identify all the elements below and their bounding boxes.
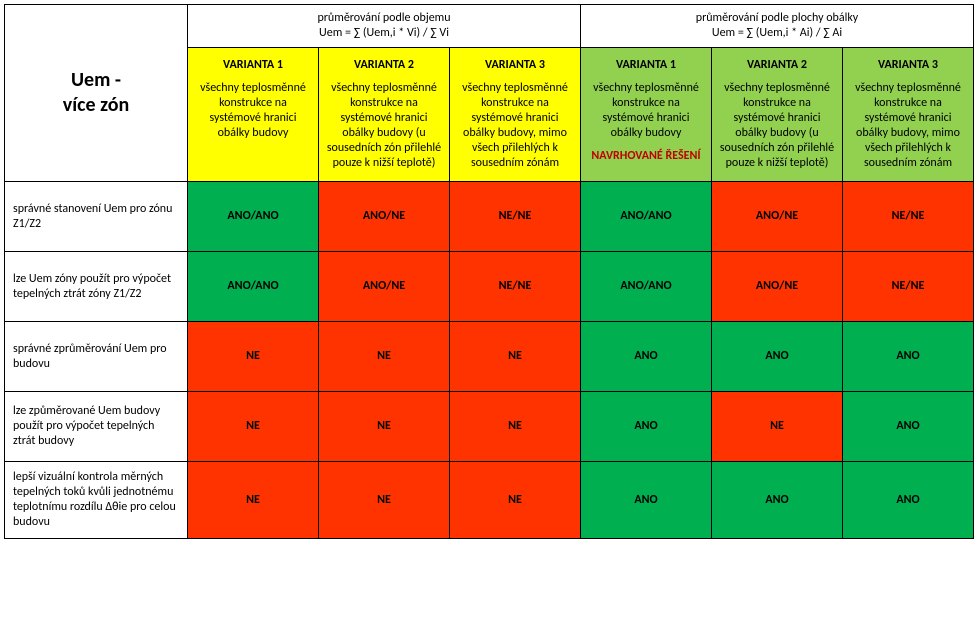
value-cell: NE/NE [450, 252, 581, 322]
group-title-line2: Uem = ∑ (Uem,i * Ai) / ∑ Ai [712, 26, 842, 40]
variant-header: VARIANTA 2 všechny teplosměnné konstrukce… [319, 48, 450, 182]
value-cell: ANO/NE [712, 252, 843, 322]
variant-title: VARIANTA 2 [325, 58, 443, 73]
table-row: lze Uem zóny použít pro výpočet tepelnýc… [5, 252, 974, 322]
value-cell: ANO [712, 462, 843, 539]
value-cell: ANO [581, 462, 712, 539]
row-label: správné zprůměrování Uem pro budovu [5, 322, 188, 392]
value-cell: NE [188, 322, 319, 392]
variant-desc: všechny teplosměnné konstrukce na systém… [456, 81, 574, 171]
variant-desc: všechny teplosměnné konstrukce na systém… [194, 81, 312, 141]
group-title-line2: Uem = ∑ (Uem,i * Vi) / ∑ Vi [319, 26, 449, 40]
group-header: průměrování podle plochy obálkyUem = ∑ (… [581, 5, 974, 48]
value-cell: ANO/ANO [188, 252, 319, 322]
table-row: lze způměrované Uem budovy použít pro vý… [5, 392, 974, 462]
table-title: Uem -více zón [5, 5, 188, 182]
row-label: lze Uem zóny použít pro výpočet tepelnýc… [5, 252, 188, 322]
row-label: lze způměrované Uem budovy použít pro vý… [5, 392, 188, 462]
value-cell: NE [450, 322, 581, 392]
variant-header: VARIANTA 1 všechny teplosměnné konstrukce… [188, 48, 319, 182]
variant-title: VARIANTA 1 [194, 58, 312, 73]
value-cell: ANO/ANO [188, 182, 319, 252]
value-cell: NE [319, 322, 450, 392]
value-cell: NE/NE [843, 182, 974, 252]
variant-title: VARIANTA 3 [849, 58, 967, 73]
value-cell: ANO/ANO [581, 182, 712, 252]
value-cell: ANO [843, 392, 974, 462]
value-cell: NE [712, 392, 843, 462]
variant-title: VARIANTA 2 [718, 58, 836, 73]
value-cell: NE [188, 462, 319, 539]
row-label: správné stanovení Uem pro zónu Z1/Z2 [5, 182, 188, 252]
title-line1: Uem - [71, 68, 121, 92]
group-title-line1: průměrování podle plochy obálky [696, 11, 858, 25]
value-cell: NE [188, 392, 319, 462]
variant-desc: všechny teplosměnné konstrukce na systém… [325, 81, 443, 171]
title-line2: více zón [63, 93, 129, 117]
variant-note: NAVRHOVANÉ ŘEŠENÍ [587, 149, 705, 164]
value-cell: ANO/ANO [581, 252, 712, 322]
header-row-1: Uem -více zónprůměrování podle objemuUem… [5, 5, 974, 48]
value-cell: NE [450, 462, 581, 539]
variant-desc: všechny teplosměnné konstrukce na systém… [849, 81, 967, 171]
value-cell: ANO [843, 462, 974, 539]
value-cell: ANO/NE [712, 182, 843, 252]
table-row: správné zprůměrování Uem pro budovuNENEN… [5, 322, 974, 392]
value-cell: NE [450, 392, 581, 462]
variant-desc: všechny teplosměnné konstrukce na systém… [587, 81, 705, 141]
table-row: lepší vizuální kontrola měrných tepelnýc… [5, 462, 974, 539]
variant-header: VARIANTA 1 všechny teplosměnné konstrukce… [581, 48, 712, 182]
variant-title: VARIANTA 1 [587, 58, 705, 73]
value-cell: ANO/NE [319, 252, 450, 322]
value-cell: NE/NE [843, 252, 974, 322]
row-label: lepší vizuální kontrola měrných tepelnýc… [5, 462, 188, 539]
value-cell: ANO [581, 322, 712, 392]
variant-header: VARIANTA 3 všechny teplosměnné konstrukce… [843, 48, 974, 182]
value-cell: ANO/NE [319, 182, 450, 252]
variant-title: VARIANTA 3 [456, 58, 574, 73]
value-cell: ANO [581, 392, 712, 462]
value-cell: NE [319, 392, 450, 462]
uem-table: Uem -více zónprůměrování podle objemuUem… [4, 4, 974, 539]
value-cell: ANO [843, 322, 974, 392]
value-cell: NE/NE [450, 182, 581, 252]
table-row: správné stanovení Uem pro zónu Z1/Z2ANO/… [5, 182, 974, 252]
group-title-line1: průměrování podle objemu [317, 11, 450, 25]
variant-header: VARIANTA 2 všechny teplosměnné konstrukce… [712, 48, 843, 182]
value-cell: NE [319, 462, 450, 539]
variant-header: VARIANTA 3 všechny teplosměnné konstrukce… [450, 48, 581, 182]
value-cell: ANO [712, 322, 843, 392]
group-header: průměrování podle objemuUem = ∑ (Uem,i *… [188, 5, 581, 48]
variant-desc: všechny teplosměnné konstrukce na systém… [718, 81, 836, 171]
